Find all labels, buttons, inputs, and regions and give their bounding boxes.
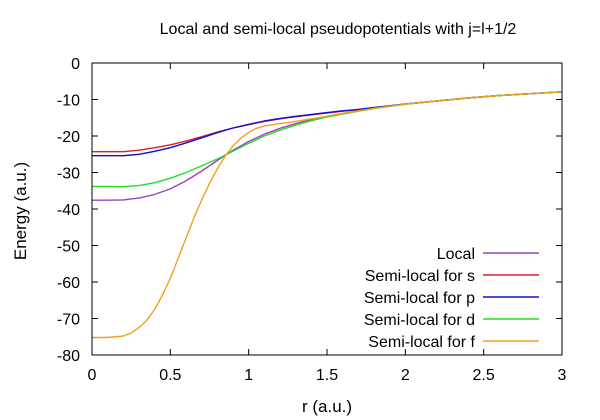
legend-label: Semi-local for d xyxy=(364,312,475,329)
legend: Local Semi-local for s Semi-local for p Sem… xyxy=(364,246,539,351)
y-tick-label: -40 xyxy=(57,202,80,219)
y-tick-label: -70 xyxy=(57,312,80,329)
series-layer xyxy=(92,91,563,339)
series-line-5 xyxy=(92,91,563,339)
x-tick-label: 3 xyxy=(558,367,567,384)
y-tick-label: -80 xyxy=(57,348,80,365)
y-axis-label: Energy (a.u.) xyxy=(11,162,30,260)
tick-layer: 0 0.5 1 1.5 2 2.5 3 0 -10 -20 -30 -40 -50 -60 -70 -80 xyxy=(57,56,567,384)
x-tick-label: 0 xyxy=(88,367,97,384)
x-axis-label: r (a.u.) xyxy=(302,397,352,416)
series-line-4 xyxy=(92,91,563,188)
x-tick-label: 1 xyxy=(244,367,253,384)
x-tick-label: 2 xyxy=(401,367,410,384)
y-tick-label: -30 xyxy=(57,166,80,183)
legend-label: Semi-local for s xyxy=(365,268,475,285)
y-tick-label: -50 xyxy=(57,239,80,256)
y-tick-label: -20 xyxy=(57,129,80,146)
legend-label: Local xyxy=(437,246,475,263)
y-tick-label: 0 xyxy=(71,56,80,73)
x-tick-label: 2.5 xyxy=(473,367,495,384)
series-line-2 xyxy=(92,91,563,153)
legend-label: Semi-local for f xyxy=(368,334,475,351)
y-tick-label: -10 xyxy=(57,93,80,110)
x-tick-label: 1.5 xyxy=(316,367,338,384)
plot-frame xyxy=(91,62,563,356)
legend-label: Semi-local for p xyxy=(364,290,475,307)
y-tick-label: -60 xyxy=(57,275,80,292)
x-tick-label: 0.5 xyxy=(159,367,181,384)
chart-title: Local and semi-local pseudopotentials wi… xyxy=(160,21,517,38)
